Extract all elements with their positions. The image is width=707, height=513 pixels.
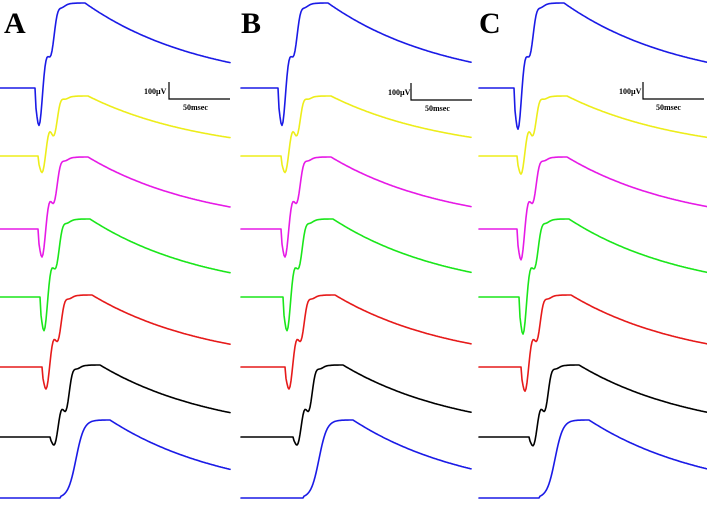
trace-3-panel-c xyxy=(478,156,707,261)
panel-label-c: C xyxy=(479,7,501,40)
trace-4-panel-b xyxy=(240,218,472,332)
trace-3-panel-b xyxy=(240,156,472,258)
scale-voltage-label-c: 100µV xyxy=(619,87,642,96)
trace-5-panel-c xyxy=(478,294,707,392)
trace-1-panel-a xyxy=(0,2,231,127)
scale-bar-b: 100µV 50msec xyxy=(388,83,472,113)
scale-voltage-label-b: 100µV xyxy=(388,88,411,97)
trace-2-panel-b xyxy=(240,95,472,174)
traces-panel-a xyxy=(0,2,231,499)
trace-1-panel-c xyxy=(478,2,707,130)
scale-time-label-c: 50msec xyxy=(656,103,681,112)
trace-2-panel-a xyxy=(0,95,231,174)
scale-bar-lines-a xyxy=(168,82,230,100)
scale-voltage-label-a: 100µV xyxy=(144,87,167,96)
trace-5-panel-b xyxy=(240,294,472,390)
panel-a: A 100µV 50msec xyxy=(0,2,231,499)
trace-1-panel-b xyxy=(240,2,472,127)
panel-c: C 100µV 50msec xyxy=(478,2,707,499)
trace-6-panel-a xyxy=(0,364,231,446)
scale-time-label-a: 50msec xyxy=(183,103,208,112)
trace-2-panel-c xyxy=(478,95,707,175)
panel-label-b: B xyxy=(241,7,261,40)
scale-time-label-b: 50msec xyxy=(425,104,450,113)
trace-7-panel-b xyxy=(240,419,472,499)
scale-bar-lines-b xyxy=(410,83,472,101)
panel-b: B 100µV 50msec xyxy=(240,2,472,499)
trace-7-panel-c xyxy=(478,419,707,499)
scale-bar-lines-c xyxy=(642,82,704,100)
trace-4-panel-a xyxy=(0,218,231,332)
trace-7-panel-a xyxy=(0,419,231,499)
trace-6-panel-c xyxy=(478,364,707,447)
scale-bar-a: 100µV 50msec xyxy=(144,82,230,112)
trace-4-panel-c xyxy=(478,218,707,335)
trace-6-panel-b xyxy=(240,364,472,446)
traces-panel-c xyxy=(478,2,707,499)
trace-5-panel-a xyxy=(0,294,231,390)
scale-bar-c: 100µV 50msec xyxy=(619,82,704,112)
trace-3-panel-a xyxy=(0,156,231,258)
traces-panel-b xyxy=(240,2,472,499)
panel-label-a: A xyxy=(4,7,26,40)
